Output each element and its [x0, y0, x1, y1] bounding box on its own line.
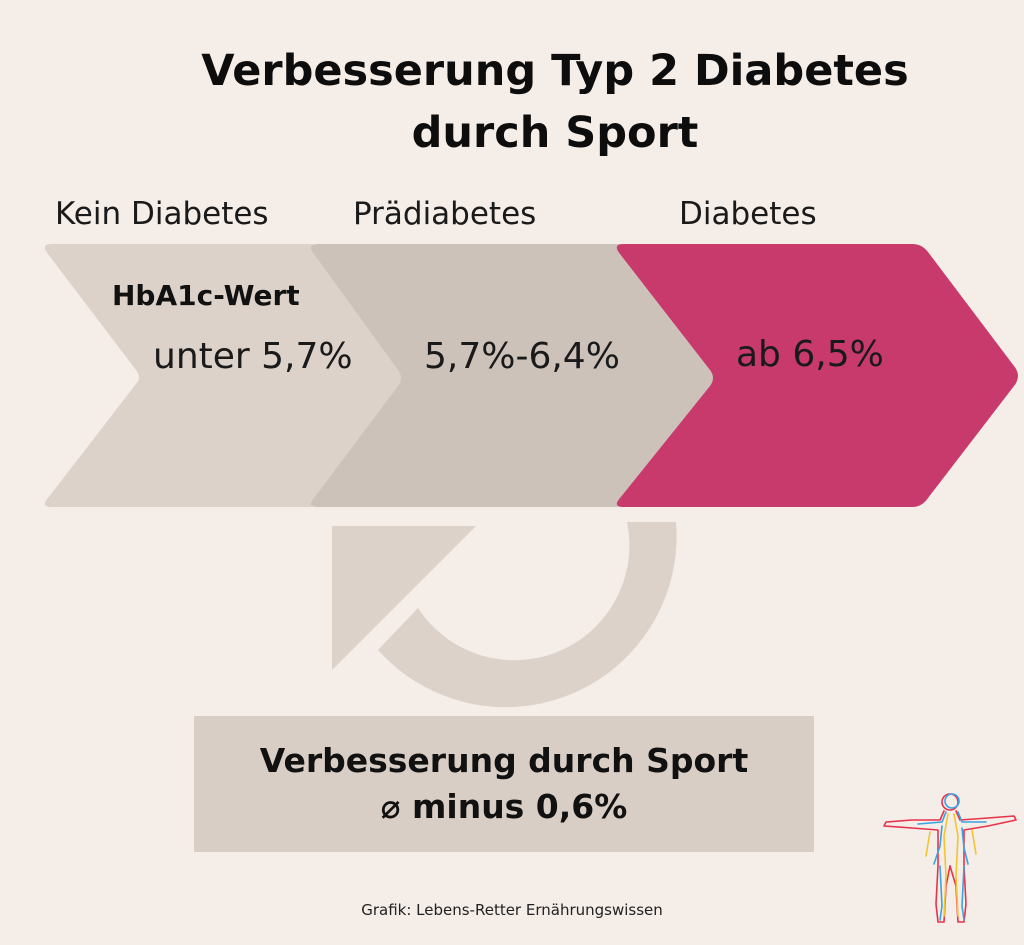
- credit-text: Grafik: Lebens-Retter Ernährungswissen: [361, 901, 663, 919]
- title-line-1: Verbesserung Typ 2 Diabetes: [201, 46, 909, 96]
- result-value: ⌀ minus 0,6%: [380, 787, 628, 826]
- result-box: Verbesserung durch Sport ⌀ minus 0,6%: [194, 716, 814, 852]
- value-diabetes: ab 6,5%: [736, 334, 884, 375]
- stage-label-praediabetes: Prädiabetes: [353, 196, 537, 232]
- value-kein-diabetes: unter 5,7%: [153, 336, 353, 377]
- chevron-praediabetes: [310, 244, 719, 507]
- circular-arrow-icon: [332, 522, 677, 708]
- stage-label-kein-diabetes: Kein Diabetes: [55, 196, 269, 232]
- page-title: Verbesserung Typ 2 Diabetes durch Sport: [150, 40, 960, 164]
- chevron-diabetes: [616, 244, 1018, 507]
- stage-label-diabetes: Diabetes: [679, 196, 817, 232]
- chevron-kein-diabetes: [44, 244, 408, 507]
- person-outline-icon: [883, 793, 1017, 923]
- value-praediabetes: 5,7%-6,4%: [424, 336, 620, 377]
- title-line-2: durch Sport: [411, 108, 699, 158]
- result-title: Verbesserung durch Sport: [259, 741, 749, 780]
- metric-label: HbA1c-Wert: [112, 279, 300, 312]
